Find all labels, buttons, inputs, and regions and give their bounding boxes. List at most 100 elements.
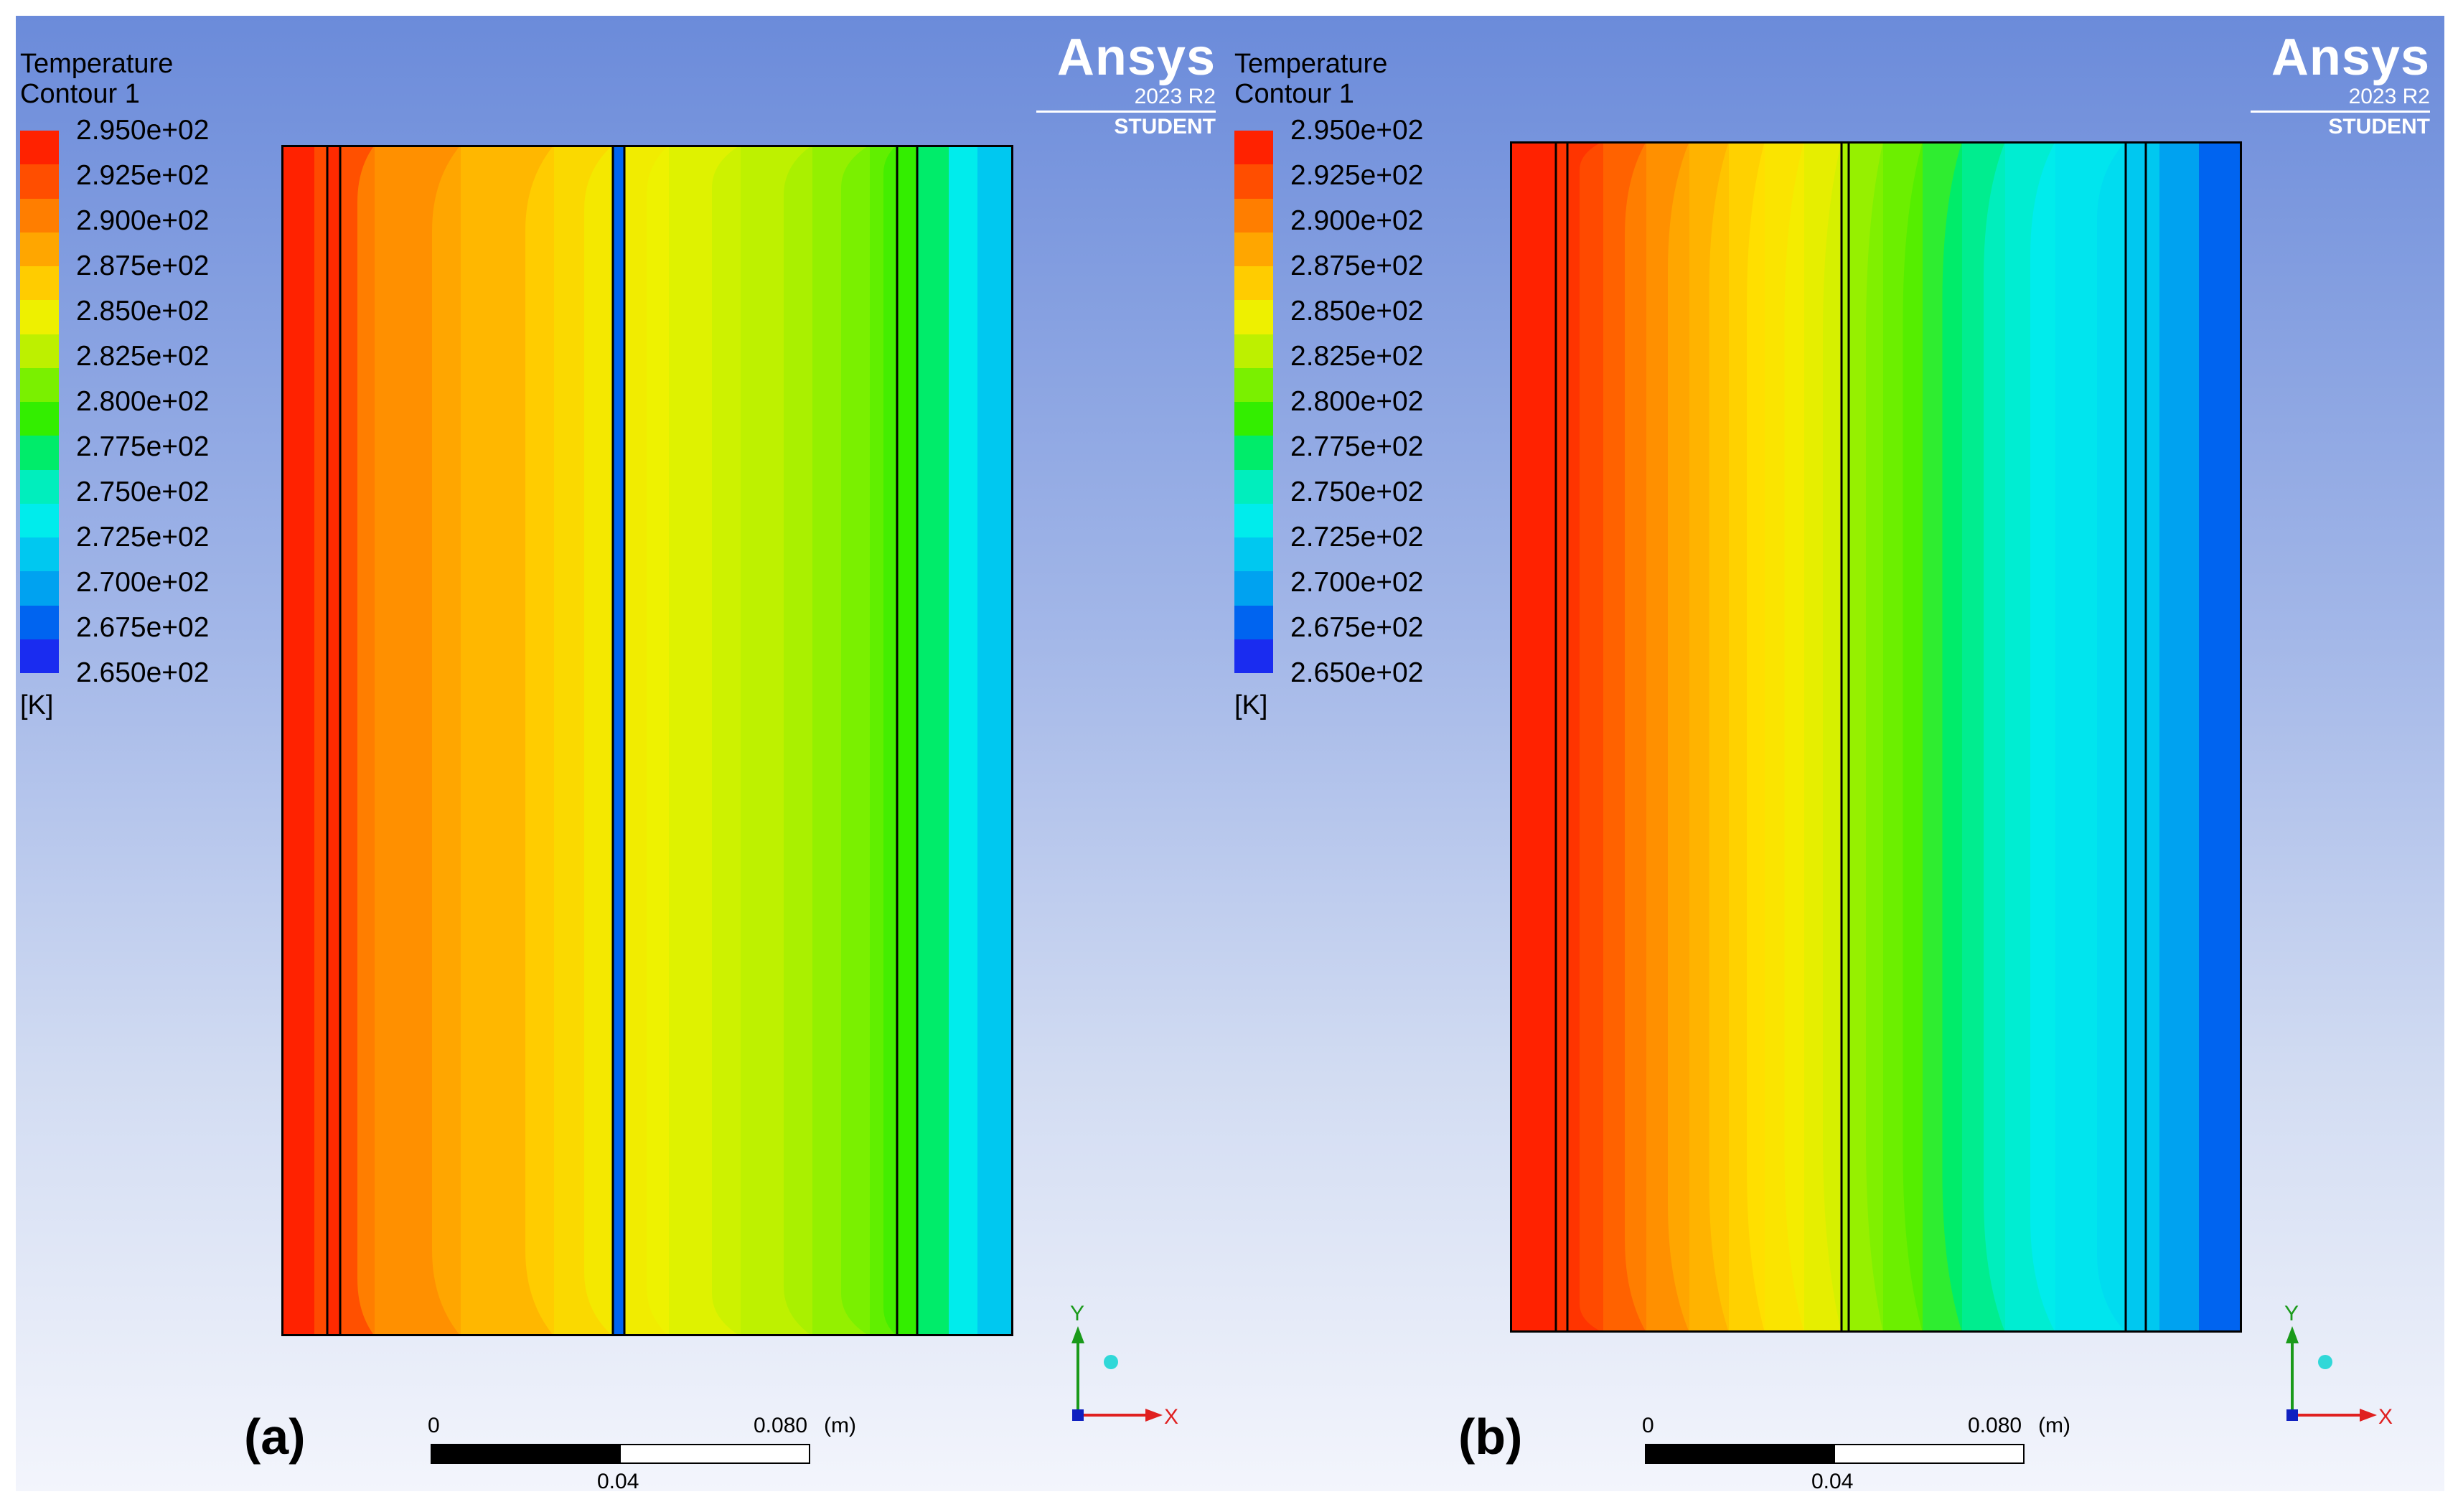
legend-color-swatch — [1234, 571, 1273, 606]
scale-bar: 0 0.080 (m) 0.04 — [428, 1408, 856, 1491]
contour-isotherm-curve — [870, 145, 897, 1336]
legend-ticks: 2.950e+02 2.925e+02 2.900e+02 2.875e+02 … — [1234, 115, 1521, 688]
contour-band — [977, 145, 1013, 1336]
contour-band — [314, 145, 327, 1336]
contour-isotherm-curve — [375, 145, 461, 1336]
logo-version: 2023 R2 — [2251, 85, 2430, 113]
contour-isotherm-curve — [2005, 141, 2055, 1333]
legend-tick-label: 2.675e+02 — [1290, 612, 1424, 643]
contour-isotherm-curve — [554, 145, 613, 1336]
scale-max-label: 0.080 — [1968, 1414, 2022, 1437]
logo-version: 2023 R2 — [1036, 85, 1216, 113]
z-axis-origin-icon — [1072, 1409, 1084, 1421]
legend-unit: [K] — [1234, 690, 1268, 720]
legend-color-swatch — [20, 300, 59, 334]
legend-color-swatch — [20, 537, 59, 572]
axis-triad: Y X — [1070, 1302, 1178, 1429]
legend-tick-label: 2.950e+02 — [1290, 115, 1424, 146]
contour-isotherm-curve — [1765, 141, 1804, 1333]
contour-band — [1510, 141, 1556, 1333]
legend-color-swatch — [20, 198, 59, 233]
legend-color-swatch — [1234, 605, 1273, 639]
contour-band — [327, 145, 340, 1336]
legend-tick-label: 2.925e+02 — [1290, 159, 1424, 191]
legend-color-swatch — [1234, 266, 1273, 301]
legend-color-swatch — [20, 639, 59, 673]
legend-color-swatch — [20, 334, 59, 368]
legend-color-swatch — [1234, 469, 1273, 504]
legend-tick-label: 2.775e+02 — [76, 431, 210, 462]
legend-color-swatch — [1234, 367, 1273, 402]
contour-panel-a: Temperature Contour 1 2.950e+02 2.925e+0… — [16, 16, 1230, 1491]
scale-bar: 0 0.080 (m) 0.04 — [1642, 1408, 2070, 1491]
legend-tick-label: 2.900e+02 — [76, 205, 210, 236]
legend-tick-label: 2.825e+02 — [1290, 341, 1424, 372]
scale-unit-label: (m) — [824, 1414, 856, 1437]
legend-color-swatch — [1234, 300, 1273, 334]
legend-color-swatch — [20, 469, 59, 504]
contour-band — [917, 145, 949, 1336]
legend-ticks: 2.950e+02 2.925e+02 2.900e+02 2.875e+02 … — [20, 115, 307, 688]
temperature-contour-plot — [281, 145, 1013, 1336]
scale-max-label: 0.080 — [754, 1414, 808, 1437]
legend-tick-label: 2.900e+02 — [1290, 205, 1424, 236]
axis-triad: Y X — [2284, 1302, 2393, 1429]
legend-color-bar — [20, 131, 59, 673]
scale-bar-graphic — [431, 1444, 810, 1464]
contour-isotherm-curve — [461, 145, 554, 1336]
legend-title: Temperature — [20, 49, 174, 79]
legend-tick-label: 2.725e+02 — [76, 522, 210, 553]
logo-edition: STUDENT — [2328, 115, 2430, 138]
legend-color-bar — [1234, 131, 1273, 673]
legend-tick-label: 2.800e+02 — [76, 386, 210, 417]
contour-isotherm-curve — [1923, 141, 1962, 1333]
legend-color-swatch — [1234, 436, 1273, 470]
y-axis-label: Y — [1070, 1302, 1084, 1325]
legend-tick-label: 2.775e+02 — [1290, 431, 1424, 462]
contour-band — [1842, 141, 1849, 1333]
contour-isotherm-curve — [1689, 141, 1729, 1333]
legend-tick-label: 2.650e+02 — [1290, 657, 1424, 688]
legend-color-swatch — [20, 164, 59, 199]
contour-band — [2159, 141, 2199, 1333]
domain-outline — [1510, 141, 2242, 1333]
contour-isotherm-curve — [1646, 141, 1689, 1333]
light-source-icon — [2318, 1355, 2332, 1369]
legend-tick-label: 2.650e+02 — [76, 657, 210, 688]
contour-isotherm-curve — [340, 145, 375, 1336]
temperature-contour-plot — [1510, 141, 2242, 1333]
z-axis-origin-icon — [2286, 1409, 2298, 1421]
legend-tick-label: 2.750e+02 — [1290, 476, 1424, 507]
legend-color-swatch — [20, 571, 59, 606]
y-axis-arrow-icon — [1071, 1326, 1084, 1343]
domain-outline — [281, 145, 1013, 1336]
legend-color-swatch — [1234, 198, 1273, 233]
legend-tick-label: 2.825e+02 — [76, 341, 210, 372]
contour-panel-b: Temperature Contour 1 2.950e+02 2.925e+0… — [1230, 16, 2444, 1491]
legend-color-swatch — [1234, 131, 1273, 165]
contour-isotherm-curve — [741, 145, 812, 1336]
legend-tick-label: 2.950e+02 — [76, 115, 210, 146]
legend-title: Temperature — [1234, 49, 1388, 79]
ansys-logo: Ansys 2023 R2 STUDENT — [2251, 30, 2430, 141]
legend-tick-label: 2.675e+02 — [76, 612, 210, 643]
scale-mid-label: 0.04 — [1811, 1470, 1854, 1491]
contour-isotherm-curve — [1962, 141, 2005, 1333]
x-axis-arrow-icon — [2360, 1409, 2377, 1422]
contour-isotherm-curve — [1849, 141, 1883, 1333]
contour-isotherm-curve — [1804, 141, 1842, 1333]
contour-isotherm-curve — [1883, 141, 1923, 1333]
contour-band — [281, 145, 314, 1336]
contour-isotherm-curve — [812, 145, 870, 1336]
legend-color-swatch — [20, 436, 59, 470]
legend-color-swatch — [1234, 232, 1273, 266]
y-axis-label: Y — [2284, 1302, 2299, 1325]
logo-name: Ansys — [1056, 29, 1216, 86]
legend-color-swatch — [20, 367, 59, 402]
legend-tick-label: 2.875e+02 — [1290, 250, 1424, 281]
legend-color-swatch — [1234, 639, 1273, 673]
legend-color-swatch — [20, 402, 59, 436]
panel-label: (b) — [1458, 1409, 1523, 1465]
logo-edition: STUDENT — [1114, 115, 1216, 138]
panel-label: (a) — [244, 1409, 306, 1465]
